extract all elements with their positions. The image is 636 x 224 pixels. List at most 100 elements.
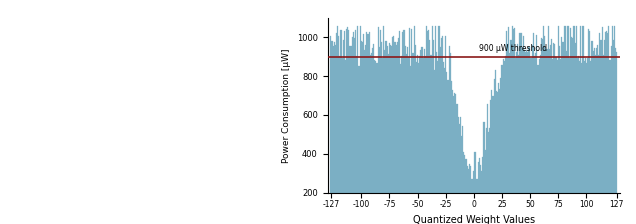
Bar: [445, 36, 446, 224]
Bar: [377, 63, 378, 224]
Bar: [572, 37, 574, 224]
Bar: [608, 26, 609, 224]
Bar: [480, 165, 481, 224]
Bar: [337, 26, 338, 224]
Bar: [394, 42, 396, 224]
Bar: [454, 93, 455, 224]
Bar: [374, 60, 375, 224]
Bar: [368, 34, 369, 224]
Bar: [485, 150, 486, 224]
Bar: [596, 48, 597, 224]
Bar: [331, 41, 333, 224]
Bar: [330, 36, 331, 224]
Bar: [580, 26, 581, 224]
Bar: [481, 171, 482, 224]
Bar: [342, 58, 343, 224]
Bar: [460, 117, 461, 224]
Bar: [391, 46, 392, 224]
Bar: [589, 31, 590, 224]
Bar: [551, 39, 552, 224]
Bar: [555, 57, 556, 224]
Bar: [615, 48, 616, 224]
Bar: [387, 46, 388, 224]
Bar: [525, 52, 526, 224]
Bar: [609, 60, 611, 224]
Bar: [461, 136, 462, 224]
Bar: [422, 47, 423, 224]
Bar: [380, 30, 381, 224]
Bar: [359, 26, 361, 224]
Bar: [409, 28, 410, 224]
Bar: [571, 37, 572, 224]
Bar: [570, 28, 571, 224]
Bar: [569, 58, 570, 224]
Bar: [499, 89, 501, 224]
Bar: [614, 26, 615, 224]
Bar: [457, 117, 459, 224]
Bar: [355, 30, 356, 224]
Bar: [509, 53, 511, 224]
Bar: [436, 52, 438, 224]
Bar: [515, 58, 516, 224]
Bar: [502, 59, 504, 224]
Bar: [516, 52, 517, 224]
Bar: [595, 56, 596, 224]
Bar: [597, 45, 598, 224]
Bar: [369, 32, 370, 224]
Bar: [393, 36, 394, 224]
Bar: [356, 56, 357, 224]
Bar: [489, 128, 490, 224]
Bar: [403, 30, 404, 224]
Bar: [507, 44, 508, 224]
Bar: [599, 33, 600, 224]
Bar: [498, 82, 499, 224]
Bar: [408, 57, 409, 224]
Bar: [568, 26, 569, 224]
Bar: [373, 44, 374, 224]
Bar: [413, 26, 415, 224]
Bar: [478, 162, 479, 224]
Bar: [537, 65, 539, 224]
Bar: [447, 80, 448, 224]
Bar: [482, 157, 483, 224]
Bar: [432, 40, 434, 224]
Bar: [464, 155, 466, 224]
Bar: [357, 26, 359, 224]
Bar: [532, 45, 533, 224]
Bar: [559, 46, 560, 224]
Bar: [346, 29, 347, 224]
Bar: [591, 41, 593, 224]
Bar: [483, 122, 485, 224]
Bar: [455, 94, 457, 224]
Bar: [541, 38, 542, 224]
Bar: [506, 31, 507, 224]
Bar: [527, 52, 529, 224]
Bar: [441, 38, 442, 224]
Bar: [565, 51, 567, 224]
Bar: [494, 79, 495, 224]
Bar: [518, 55, 520, 224]
Bar: [384, 50, 385, 224]
Bar: [470, 166, 471, 224]
Bar: [501, 65, 502, 224]
Bar: [423, 58, 424, 224]
Bar: [474, 152, 476, 224]
Bar: [492, 96, 494, 224]
Bar: [505, 56, 506, 224]
Bar: [372, 48, 373, 224]
Bar: [561, 37, 562, 224]
Bar: [520, 33, 522, 224]
Bar: [533, 33, 534, 224]
Bar: [530, 58, 532, 224]
Bar: [366, 32, 368, 224]
Bar: [586, 63, 587, 224]
Bar: [495, 71, 496, 224]
Bar: [379, 47, 380, 224]
Bar: [602, 27, 603, 224]
Bar: [613, 40, 614, 224]
Bar: [363, 34, 364, 224]
Bar: [549, 49, 550, 224]
Bar: [398, 38, 399, 224]
Bar: [496, 91, 497, 224]
Bar: [542, 39, 543, 224]
